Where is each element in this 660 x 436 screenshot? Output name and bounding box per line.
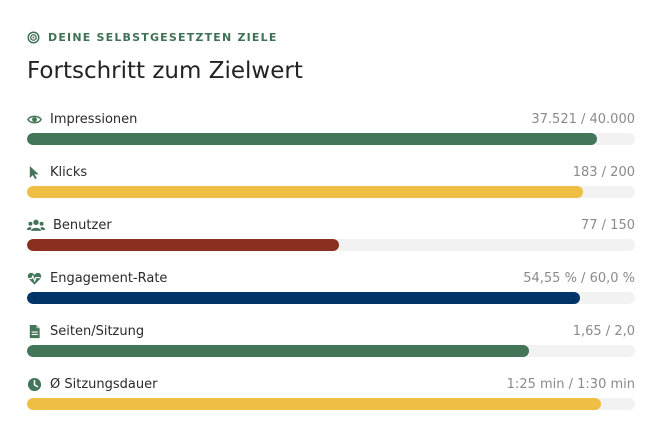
goal-value: 54,55 % / 60,0 % [523, 270, 635, 286]
progress-fill [27, 133, 598, 145]
eyebrow-text: DEINE SELBSTGESETZTEN ZIELE [48, 31, 278, 44]
goal-pages-per-session: Seiten/Sitzung 1,65 / 2,0 [27, 320, 635, 373]
goal-users: Benutzer 77 / 150 [27, 214, 635, 267]
goal-label: Benutzer [53, 217, 112, 233]
eye-icon [27, 115, 42, 123]
goal-value: 183 / 200 [572, 164, 635, 180]
progress-track [27, 345, 635, 357]
section-eyebrow: DEINE SELBSTGESETZTEN ZIELE [27, 31, 278, 44]
progress-fill [27, 292, 580, 304]
goal-value: 37.521 / 40.000 [531, 111, 635, 127]
progress-track [27, 239, 635, 251]
target-icon [27, 31, 40, 44]
progress-track [27, 133, 635, 145]
users-icon [27, 219, 45, 231]
progress-fill [27, 239, 339, 251]
goal-value: 1:25 min / 1:30 min [506, 376, 635, 392]
goal-value: 77 / 150 [581, 217, 635, 233]
page-title: Fortschritt zum Zielwert [27, 58, 303, 84]
goal-label: Engagement-Rate [50, 270, 168, 286]
goal-value: 1,65 / 2,0 [572, 323, 635, 339]
goal-list: Impressionen 37.521 / 40.000 Klicks 183 … [27, 108, 635, 426]
document-icon [29, 324, 40, 338]
heartbeat-icon [27, 272, 42, 285]
cursor-icon [29, 165, 39, 179]
goal-label: Ø Sitzungsdauer [50, 376, 158, 392]
goal-impressions: Impressionen 37.521 / 40.000 [27, 108, 635, 161]
clock-icon [27, 377, 42, 391]
goal-label: Seiten/Sitzung [50, 323, 145, 339]
progress-track [27, 186, 635, 198]
goal-label: Klicks [50, 164, 88, 180]
progress-fill [27, 186, 584, 198]
progress-track [27, 292, 635, 304]
progress-track [27, 398, 635, 410]
goal-engagement-rate: Engagement-Rate 54,55 % / 60,0 % [27, 267, 635, 320]
goal-session-duration: Ø Sitzungsdauer 1:25 min / 1:30 min [27, 373, 635, 426]
progress-fill [27, 345, 529, 357]
goal-clicks: Klicks 183 / 200 [27, 161, 635, 214]
goal-label: Impressionen [50, 111, 138, 127]
progress-fill [27, 398, 601, 410]
